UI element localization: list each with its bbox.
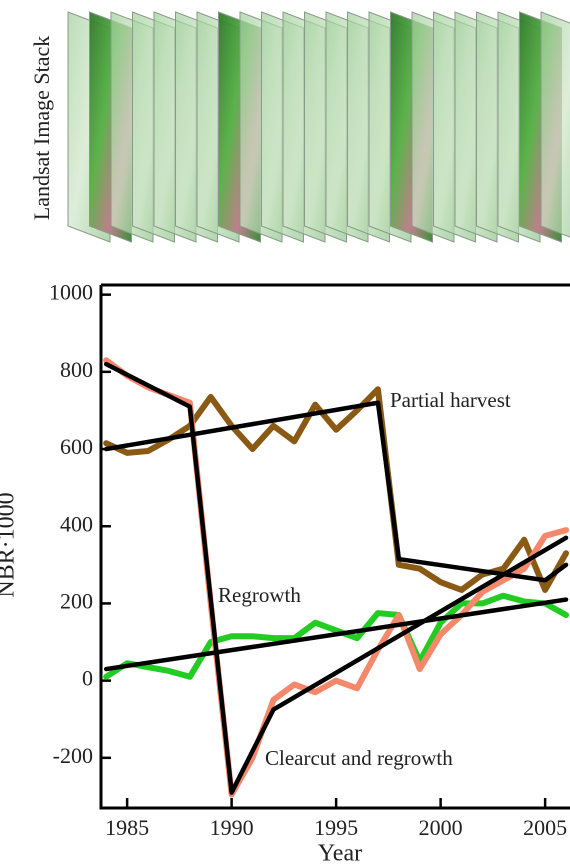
image-panel xyxy=(540,11,570,238)
x-tick-label: 2005 xyxy=(523,815,567,840)
stack-label: Landsat Image Stack xyxy=(29,36,54,221)
x-tick-label: 2000 xyxy=(419,815,463,840)
series-line xyxy=(103,592,570,680)
annotation: Regrowth xyxy=(218,583,301,607)
annotation: Clearcut and regrowth xyxy=(265,746,453,770)
annotation: Partial harvest xyxy=(390,388,511,412)
axis-frame xyxy=(99,285,570,810)
y-tick-label: 0 xyxy=(82,666,93,691)
x-tick-label: 1985 xyxy=(105,815,149,840)
series-line xyxy=(103,400,569,583)
x-tick-label: 1995 xyxy=(314,815,358,840)
y-axis-title: NBR·1000 xyxy=(0,492,20,597)
y-tick-label: 600 xyxy=(60,434,93,459)
plot-area: -200 0 200 400 600 800 1000 1985 1990 1995 2000 200… xyxy=(49,280,570,840)
series-line xyxy=(103,361,569,795)
x-axis-title: Year xyxy=(318,841,362,866)
image-stack xyxy=(67,11,570,243)
series-line xyxy=(103,386,570,593)
series-line xyxy=(103,357,570,798)
series-group xyxy=(103,357,570,798)
series-line xyxy=(103,597,569,672)
y-tick-label: 200 xyxy=(60,588,93,613)
y-tick-label: -200 xyxy=(53,743,93,768)
y-tick-label: 800 xyxy=(60,357,93,382)
x-tick-label: 1990 xyxy=(210,815,254,840)
y-tick-label: 400 xyxy=(60,511,93,536)
y-tick-label: 1000 xyxy=(49,280,93,305)
